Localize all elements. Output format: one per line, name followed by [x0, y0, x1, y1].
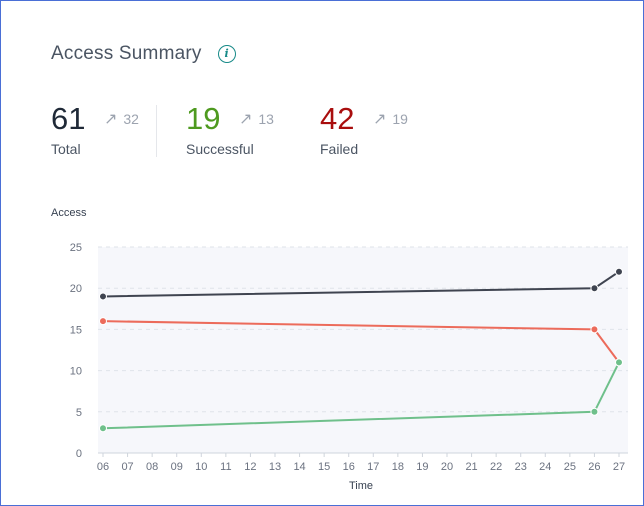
data-point-successful[interactable] — [99, 424, 107, 433]
stat-failed-label: Failed — [320, 141, 359, 157]
x-axis-label: Time — [349, 480, 373, 492]
x-tick-label: 27 — [613, 461, 625, 473]
arrow-up-right-icon: ↗ — [238, 111, 253, 128]
x-tick-label: 17 — [367, 461, 379, 473]
y-tick-label: 25 — [70, 242, 82, 254]
x-tick-label: 20 — [441, 461, 453, 473]
plot-area — [98, 247, 628, 453]
x-tick-label: 07 — [121, 461, 133, 473]
stat-successful-label: Successful — [186, 141, 254, 157]
stat-total-delta: ↗ 32 — [104, 109, 139, 129]
stat-total-value: 61 — [51, 101, 86, 136]
x-tick-label: 18 — [392, 461, 404, 473]
x-tick-label: 06 — [97, 461, 109, 473]
stat-total-delta-value: 32 — [123, 111, 139, 127]
x-tick-label: 09 — [171, 461, 183, 473]
x-tick-label: 23 — [515, 461, 527, 473]
x-tick-label: 25 — [564, 461, 576, 473]
y-tick-label: 15 — [70, 324, 82, 336]
stat-successful-delta-value: 13 — [258, 111, 274, 127]
x-tick-label: 08 — [146, 461, 158, 473]
stat-failed-delta-value: 19 — [392, 111, 408, 127]
y-axis: 0 5 10 15 20 25 — [70, 242, 82, 460]
stat-total: 61 ↗ 32 Total — [51, 101, 139, 157]
y-tick-label: 10 — [70, 366, 82, 378]
y-tick-label: 5 — [76, 407, 82, 419]
stat-total-label: Total — [51, 141, 81, 157]
stat-failed-delta: ↗ 19 — [373, 109, 408, 129]
x-tick-label: 16 — [343, 461, 355, 473]
x-tick-label: 26 — [588, 461, 600, 473]
y-axis-label: Access — [51, 207, 87, 219]
arrow-up-right-icon: ↗ — [372, 111, 387, 128]
x-tick-label: 10 — [195, 461, 207, 473]
x-tick-label: 19 — [416, 461, 428, 473]
x-tick-label: 14 — [293, 461, 305, 473]
x-tick-label: 22 — [490, 461, 502, 473]
stat-successful-delta: ↗ 13 — [239, 109, 274, 129]
x-tick-label: 15 — [318, 461, 330, 473]
x-tick-label: 21 — [465, 461, 477, 473]
x-tick-label: 24 — [539, 461, 551, 473]
stat-failed: 42 ↗ 19 Failed — [320, 101, 408, 157]
data-point-failed[interactable] — [590, 325, 599, 334]
stat-successful: 19 ↗ 13 Successful — [186, 101, 274, 157]
data-point-successful[interactable] — [615, 358, 623, 367]
stat-divider — [156, 105, 157, 157]
data-point-total[interactable] — [590, 284, 599, 293]
info-icon[interactable]: i — [217, 45, 236, 63]
stat-successful-value: 19 — [186, 101, 221, 136]
x-tick-label: 12 — [244, 461, 256, 473]
data-point-failed[interactable] — [99, 317, 107, 326]
data-point-total[interactable] — [99, 292, 107, 301]
y-tick-label: 0 — [76, 448, 82, 460]
data-point-successful[interactable] — [590, 407, 599, 416]
card-title: Access Summary — [51, 43, 202, 64]
y-tick-label: 20 — [70, 283, 82, 295]
x-tick-label: 13 — [269, 461, 281, 473]
card-header: Access Summary i — [51, 43, 236, 65]
data-point-total[interactable] — [615, 267, 623, 276]
x-tick-label: 11 — [220, 461, 231, 473]
series-points — [99, 267, 623, 433]
x-axis: 06 07 08 09 10 11 12 13 14 15 16 17 18 19 20 21 22 23 24 25… — [97, 453, 625, 473]
stat-failed-value: 42 — [320, 101, 355, 136]
arrow-up-right-icon: ↗ — [103, 111, 118, 128]
